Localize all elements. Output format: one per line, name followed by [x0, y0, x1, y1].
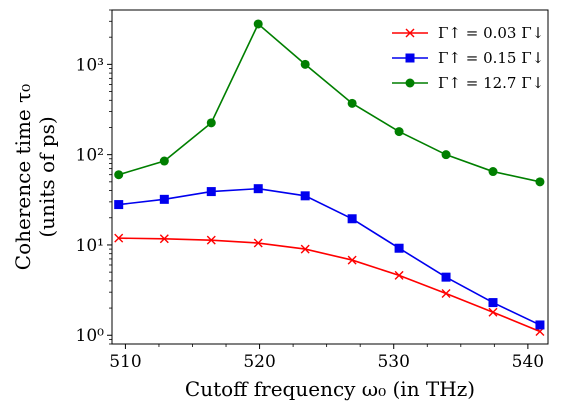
legend-marker: [405, 78, 415, 88]
legend-marker: [405, 53, 415, 63]
x-tick-label: 540: [512, 352, 544, 372]
data-point: [114, 233, 124, 243]
legend: Γ↑ = 0.03 Γ↓ Γ↑ = 0.15 Γ↓ Γ↑ = 12.7 Γ↓: [392, 24, 544, 92]
data-point: [206, 187, 216, 197]
y-axis: 10⁰ 10¹ 10² 10³: [76, 9, 112, 346]
data-point: [535, 177, 545, 187]
legend-marker: [405, 28, 415, 38]
series-layer: [114, 19, 545, 337]
data-point: [394, 270, 404, 280]
data-point: [300, 59, 310, 69]
data-point: [300, 244, 310, 254]
plot-frame: [111, 9, 549, 345]
series-3: [114, 19, 545, 187]
x-tick-label: 520: [243, 352, 275, 372]
data-point: [441, 289, 451, 298]
x-tick-label: 530: [377, 352, 409, 372]
series-line: [118, 187, 541, 326]
data-point: [159, 194, 169, 204]
data-point: [159, 234, 169, 244]
y-tick-label: 10⁰: [76, 326, 105, 346]
data-point: [253, 238, 263, 248]
data-point: [394, 127, 404, 137]
legend-item: Γ↑ = 0.03 Γ↓: [392, 24, 544, 42]
data-point: [347, 98, 357, 108]
y-tick-label: 10²: [76, 146, 104, 166]
y-tick-label: 10³: [76, 55, 104, 75]
data-point: [535, 320, 545, 330]
data-point: [347, 255, 357, 265]
data-point: [394, 243, 404, 253]
legend-label: Γ↑ = 0.15 Γ↓: [438, 49, 544, 67]
legend-item: Γ↑ = 0.15 Γ↓: [392, 49, 544, 67]
data-point: [441, 272, 451, 282]
x-tick-label: 510: [109, 352, 141, 372]
y-axis-title-line2: (units of ps): [35, 116, 59, 237]
data-point: [488, 167, 498, 177]
data-point: [114, 170, 124, 180]
series-2: [114, 184, 545, 330]
data-point: [206, 118, 216, 128]
data-point: [347, 214, 357, 224]
data-point: [159, 156, 169, 166]
series-line: [118, 22, 541, 183]
data-point: [441, 150, 451, 160]
x-axis: 510 520 530 540: [109, 344, 544, 372]
series-1: [114, 233, 545, 337]
data-point: [488, 298, 498, 308]
data-point: [300, 191, 310, 201]
series-line: [118, 237, 541, 333]
data-point: [253, 19, 263, 29]
x-axis-title: Cutoff frequency ω₀ (in THz): [185, 377, 475, 401]
data-point: [253, 184, 263, 194]
data-point: [206, 235, 216, 245]
y-tick-label: 10¹: [76, 236, 104, 256]
legend-label: Γ↑ = 0.03 Γ↓: [438, 24, 544, 42]
y-axis-title-line1: Coherence time τ₀: [11, 84, 35, 270]
data-point: [114, 200, 124, 210]
legend-item: Γ↑ = 12.7 Γ↓: [392, 74, 544, 92]
legend-label: Γ↑ = 12.7 Γ↓: [438, 74, 544, 92]
data-point: [488, 307, 498, 317]
